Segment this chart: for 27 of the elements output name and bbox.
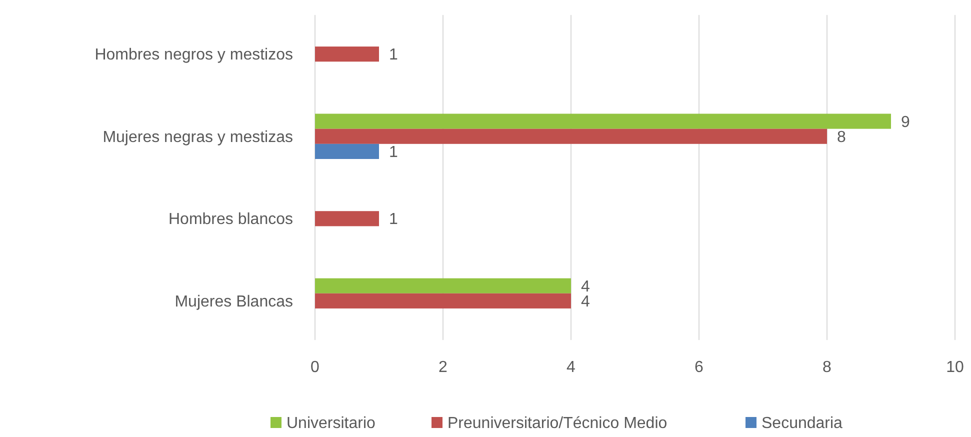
x-tick-label: 6	[694, 359, 704, 376]
legend-label: Secundaria	[762, 415, 843, 432]
x-tick-label: 8	[822, 359, 832, 376]
y-tick-label: Hombres negros y mestizos	[94, 46, 293, 64]
legend-label: Preuniversitario/Técnico Medio	[448, 415, 668, 432]
data-label: 1	[389, 144, 398, 162]
bar	[315, 293, 571, 308]
data-label: 9	[901, 114, 910, 131]
bar	[315, 278, 571, 294]
bar	[315, 114, 891, 129]
x-tick-label: 0	[310, 359, 320, 376]
bar	[315, 46, 379, 62]
data-label: 8	[837, 128, 846, 146]
bar	[315, 144, 379, 159]
y-tick-label: Hombres blancos	[168, 211, 293, 228]
data-label: 4	[581, 294, 590, 311]
y-tick-label: Mujeres Blancas	[174, 294, 293, 311]
bar	[315, 211, 379, 226]
bar	[315, 128, 827, 144]
x-tick-label: 2	[438, 359, 448, 376]
data-label: 1	[389, 211, 398, 228]
y-tick-label: Mujeres negras y mestizas	[102, 128, 293, 146]
x-tick-label: 10	[946, 359, 964, 376]
data-label: 4	[581, 278, 590, 296]
x-tick-label: 4	[566, 359, 576, 376]
legend-label: Universitario	[286, 415, 376, 432]
data-label: 1	[389, 46, 398, 64]
